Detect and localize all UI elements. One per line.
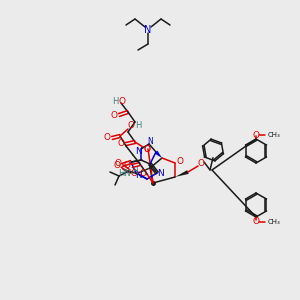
Text: CH₃: CH₃ [268, 132, 281, 138]
Polygon shape [154, 151, 162, 158]
Text: H: H [132, 167, 138, 176]
Text: CH₃: CH₃ [268, 219, 281, 225]
Text: O: O [253, 218, 260, 226]
Text: O: O [176, 157, 184, 166]
Text: O: O [253, 130, 260, 140]
Text: N: N [158, 169, 164, 178]
Text: N: N [147, 137, 153, 146]
Text: N: N [136, 172, 142, 181]
Text: N: N [135, 146, 141, 155]
Text: O: O [143, 145, 151, 154]
Polygon shape [175, 170, 189, 177]
Text: O: O [118, 98, 125, 106]
Text: O: O [110, 110, 118, 119]
Text: O: O [113, 161, 121, 170]
Text: O: O [115, 160, 122, 169]
Text: O: O [130, 169, 137, 178]
Text: O: O [103, 134, 110, 142]
Text: O: O [128, 122, 134, 130]
Text: O: O [143, 145, 151, 154]
Text: O: O [124, 161, 130, 170]
Text: HN: HN [118, 169, 131, 178]
Text: H: H [112, 98, 118, 106]
Text: O: O [140, 169, 146, 178]
Text: N: N [144, 25, 152, 35]
Text: O: O [118, 140, 124, 148]
Text: O: O [197, 158, 205, 167]
Text: H: H [135, 122, 141, 130]
